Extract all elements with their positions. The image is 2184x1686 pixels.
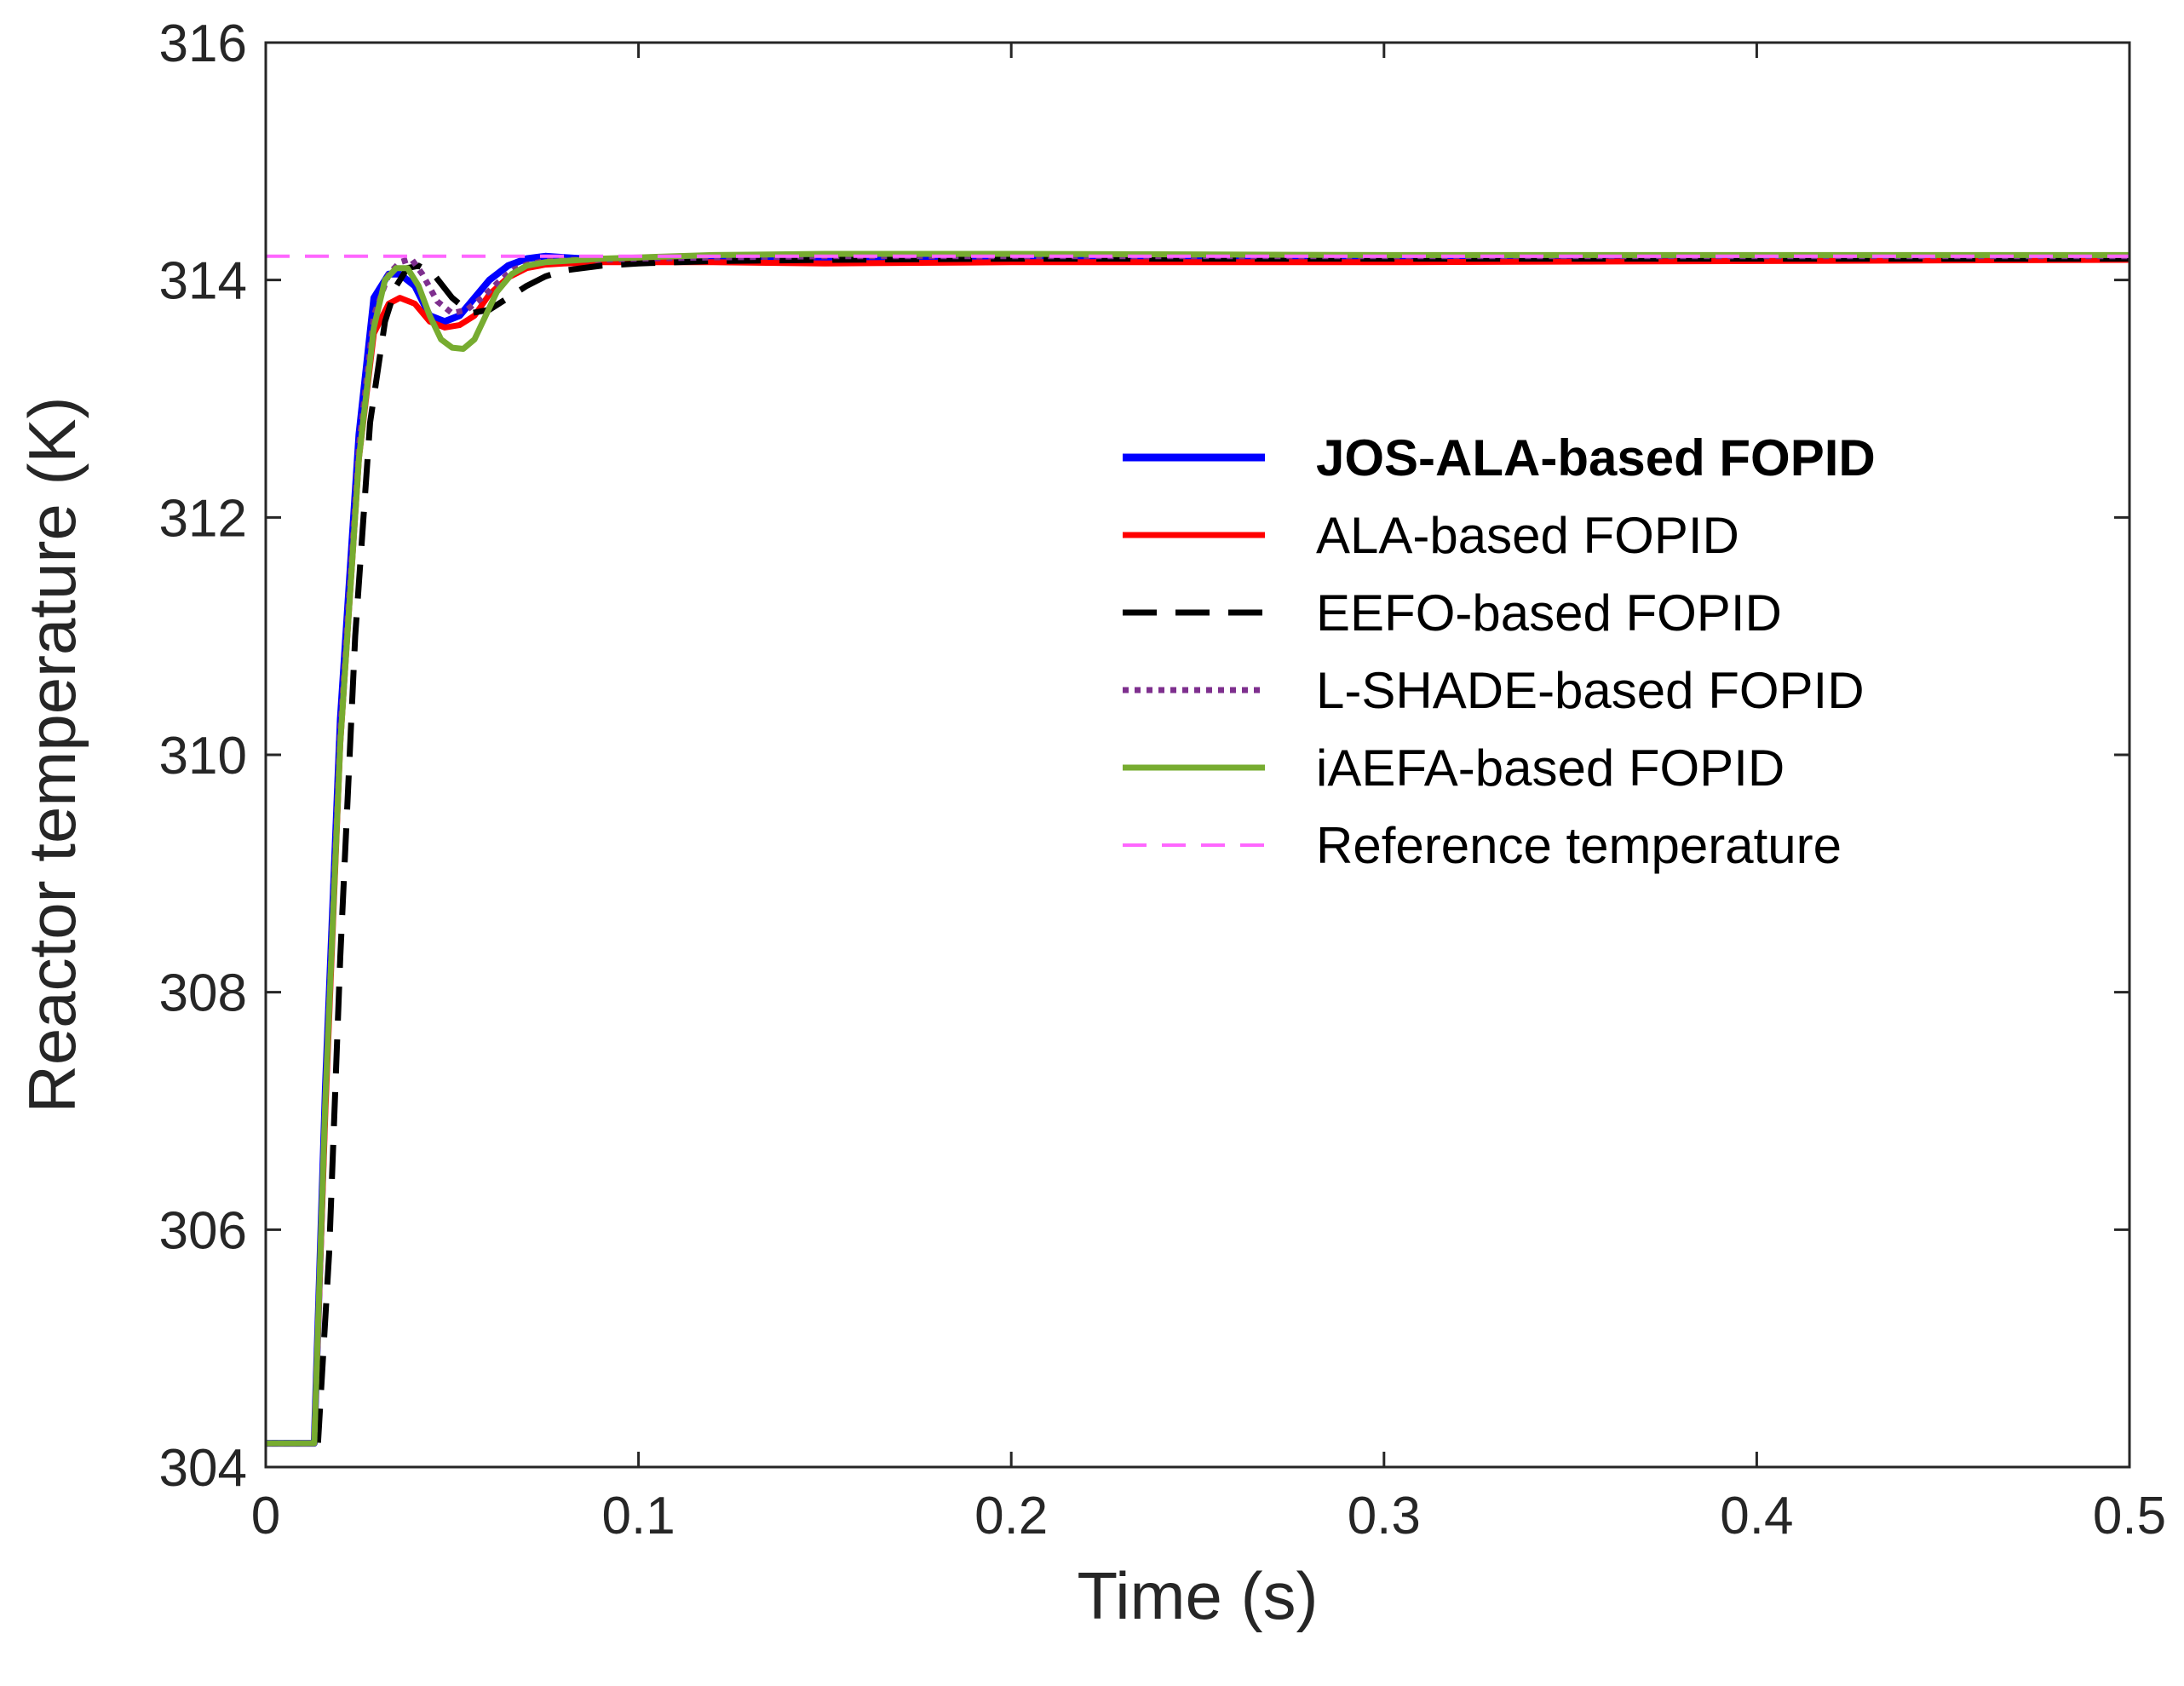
y-axis-label: Reactor temperature (K) <box>14 397 89 1113</box>
x-tick-label: 0.3 <box>1348 1487 1421 1545</box>
legend: JOS-ALA-based FOPID ALA-based FOPID EEFO-b… <box>1123 429 1876 874</box>
y-tick-label: 308 <box>159 964 247 1023</box>
y-tick-label: 316 <box>159 14 247 73</box>
ticks-layer: 0 0.1 0.2 0.3 0.4 0.5 304 306 308 310 312 314 316 <box>159 14 2167 1545</box>
y-tick-label: 312 <box>159 489 247 548</box>
series-line-2 <box>266 256 2129 1447</box>
legend-label-0: JOS-ALA-based FOPID <box>1316 429 1876 486</box>
y-tick-label: 314 <box>159 252 247 311</box>
x-axis-label: Time (s) <box>1077 1558 1318 1633</box>
x-tick-label: 0.1 <box>601 1487 675 1545</box>
x-tick-label: 0.4 <box>1720 1487 1793 1545</box>
x-tick-label: 0.5 <box>2093 1487 2166 1545</box>
legend-label-4: iAEFA-based FOPID <box>1316 739 1785 797</box>
y-tick-label: 306 <box>159 1201 247 1260</box>
legend-label-2: EEFO-based FOPID <box>1316 584 1782 642</box>
y-tick-label: 304 <box>159 1439 247 1498</box>
series-layer <box>266 250 2129 1447</box>
x-tick-label: 0.2 <box>974 1487 1048 1545</box>
legend-label-3: L-SHADE-based FOPID <box>1316 662 1865 719</box>
x-tick-label: 0 <box>251 1487 280 1545</box>
legend-label-1: ALA-based FOPID <box>1316 507 1739 564</box>
legend-label-5: Reference temperature <box>1316 817 1842 874</box>
y-tick-label: 310 <box>159 727 247 785</box>
